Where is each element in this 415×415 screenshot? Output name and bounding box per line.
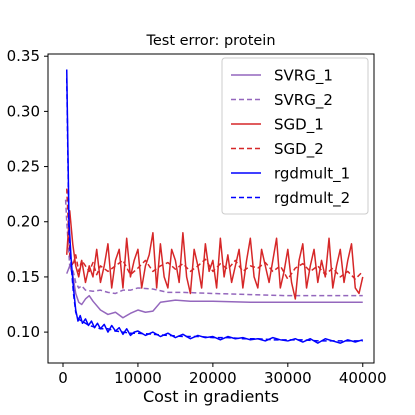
y-tick-label: 0.25 [7, 158, 40, 176]
series-line-svrg-2 [64, 199, 363, 297]
x-tick-label: 0 [58, 369, 68, 387]
legend-label: rgdmult_2 [274, 189, 350, 208]
y-tick-label: 0.30 [7, 102, 40, 120]
x-tick-label: 10000 [114, 369, 162, 387]
series-layer [64, 69, 364, 344]
axis-ticks: 0 10000 20000 30000 40000 0.10 0.15 0.20 0.25 0.3… [7, 47, 387, 387]
legend-label: SGD_2 [274, 140, 324, 159]
series-line-svrg-1 [66, 265, 363, 319]
chart-title: Test error: protein [145, 33, 275, 49]
series-line-sgd-2 [65, 188, 364, 280]
legend: SVRG_1 SVRG_2 SGD_1 SGD_2 rgdmult_1 rgdmult_2 [221, 57, 369, 215]
legend-label: rgdmult_1 [274, 165, 350, 184]
legend-label: SVRG_1 [274, 67, 333, 86]
x-tick-label: 40000 [339, 369, 387, 387]
legend-label: SGD_1 [274, 116, 324, 135]
y-tick-label: 0.10 [7, 323, 40, 341]
legend-label: SVRG_2 [274, 91, 333, 110]
x-tick-label: 20000 [189, 369, 237, 387]
y-tick-label: 0.15 [7, 268, 40, 286]
x-tick-label: 30000 [264, 369, 312, 387]
legend-box [221, 57, 369, 215]
plot-frame [47, 53, 375, 364]
x-axis-title: Cost in gradients [143, 387, 279, 406]
y-tick-label: 0.35 [7, 47, 40, 65]
series-line-rgdmult-2 [65, 78, 363, 342]
y-tick-label: 0.20 [7, 213, 40, 231]
series-line-sgd-1 [65, 209, 364, 300]
